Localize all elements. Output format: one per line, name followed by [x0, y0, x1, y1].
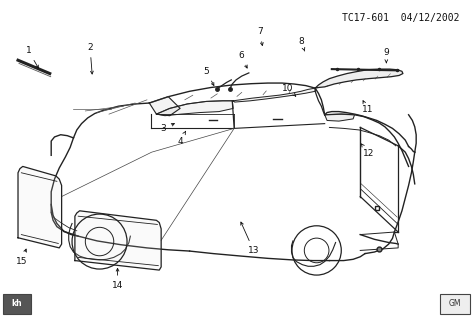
Text: 8: 8: [298, 37, 305, 51]
Text: 7: 7: [257, 27, 263, 45]
Polygon shape: [233, 88, 315, 102]
Text: 1: 1: [26, 46, 38, 68]
Text: 12: 12: [362, 144, 374, 158]
Text: 15: 15: [16, 249, 27, 266]
Polygon shape: [149, 97, 180, 116]
FancyBboxPatch shape: [3, 294, 31, 314]
Text: 2: 2: [87, 43, 93, 74]
Text: 4: 4: [177, 131, 186, 146]
Polygon shape: [18, 166, 62, 248]
Text: 6: 6: [238, 51, 247, 68]
Text: 3: 3: [161, 123, 174, 133]
Polygon shape: [156, 101, 233, 116]
Text: TC17-601  04/12/2002: TC17-601 04/12/2002: [342, 13, 460, 23]
Text: 10: 10: [283, 84, 296, 96]
Polygon shape: [75, 211, 161, 270]
Text: 14: 14: [112, 268, 123, 290]
Text: 13: 13: [241, 222, 259, 255]
Polygon shape: [325, 114, 355, 121]
Text: 9: 9: [383, 48, 389, 63]
Text: 11: 11: [362, 101, 373, 114]
Polygon shape: [315, 69, 403, 88]
Text: kh: kh: [12, 300, 22, 308]
Text: 5: 5: [203, 67, 214, 86]
Text: GM: GM: [449, 300, 461, 308]
FancyBboxPatch shape: [440, 294, 470, 314]
